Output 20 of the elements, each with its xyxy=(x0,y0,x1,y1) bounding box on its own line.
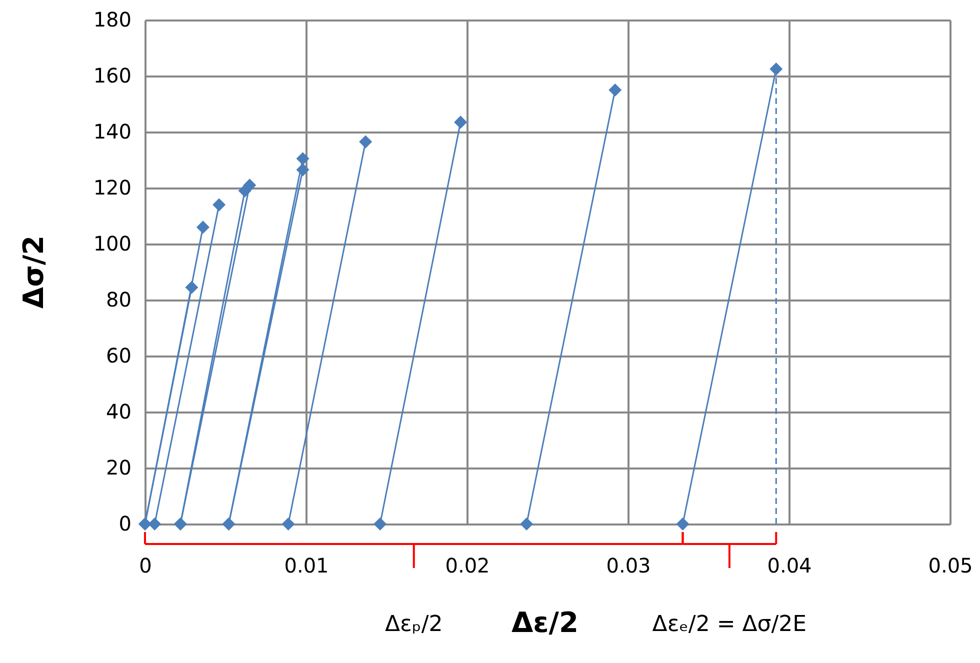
y-tick-label: 0 xyxy=(118,512,132,536)
y-tick-label: 60 xyxy=(106,344,132,368)
y-tick-label: 100 xyxy=(93,232,132,256)
x-tick-label: 0 xyxy=(139,554,152,578)
x-tick-label: 0.03 xyxy=(606,554,651,578)
text: Δεₚ/2 xyxy=(384,612,443,637)
x-tick-label: 0.01 xyxy=(284,554,329,578)
y-tick-label: 40 xyxy=(106,400,132,424)
x-tick-label: 0.05 xyxy=(928,554,973,578)
y-tick-label: 180 xyxy=(93,8,132,32)
y-tick-label: 20 xyxy=(106,456,132,480)
y-tick-label: 120 xyxy=(93,176,132,200)
text: Δεₑ/2 = Δσ/2E xyxy=(652,612,807,637)
x-axis-title: Δε/2 xyxy=(512,606,578,639)
x-tick-label: 0.04 xyxy=(767,554,812,578)
x-tick-label: 0.02 xyxy=(445,554,490,578)
y-tick-label: 140 xyxy=(93,120,132,144)
y-axis-title: Δσ/2 xyxy=(17,235,50,309)
y-tick-label: 80 xyxy=(106,288,132,312)
y-tick-label: 160 xyxy=(93,64,132,88)
